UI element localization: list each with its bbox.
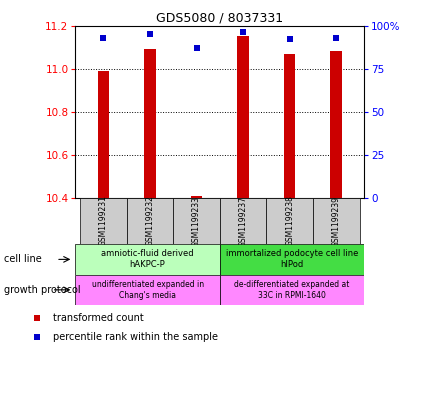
Bar	[173, 198, 219, 244]
Text: GSM1199237: GSM1199237	[238, 196, 247, 246]
Bar	[266, 198, 312, 244]
Bar	[283, 53, 295, 198]
Text: GSM1199232: GSM1199232	[145, 196, 154, 246]
Bar	[219, 275, 363, 305]
Text: GSM1199231: GSM1199231	[98, 196, 108, 246]
Text: transformed count: transformed count	[52, 312, 143, 323]
Bar	[75, 275, 219, 305]
Bar	[75, 244, 219, 275]
Text: growth protocol: growth protocol	[4, 285, 81, 295]
Bar	[126, 198, 173, 244]
Title: GDS5080 / 8037331: GDS5080 / 8037331	[156, 11, 283, 24]
Bar	[190, 196, 202, 198]
Text: undifferentiated expanded in
Chang's media: undifferentiated expanded in Chang's med…	[91, 280, 203, 300]
Text: de-differentiated expanded at
33C in RPMI-1640: de-differentiated expanded at 33C in RPM…	[234, 280, 349, 300]
Bar	[219, 198, 266, 244]
Bar	[312, 198, 359, 244]
Text: GSM1199238: GSM1199238	[285, 196, 294, 246]
Text: GSM1199233: GSM1199233	[192, 196, 200, 246]
Bar	[97, 71, 109, 198]
Bar	[80, 198, 126, 244]
Bar	[330, 51, 341, 198]
Text: GSM1199239: GSM1199239	[331, 196, 340, 246]
Text: percentile rank within the sample: percentile rank within the sample	[52, 332, 217, 342]
Text: cell line: cell line	[4, 254, 42, 264]
Text: immortalized podocyte cell line
hIPod: immortalized podocyte cell line hIPod	[225, 249, 357, 270]
Text: amniotic-fluid derived
hAKPC-P: amniotic-fluid derived hAKPC-P	[101, 249, 194, 270]
Bar	[237, 36, 249, 198]
Bar	[219, 244, 363, 275]
Bar	[144, 49, 155, 198]
